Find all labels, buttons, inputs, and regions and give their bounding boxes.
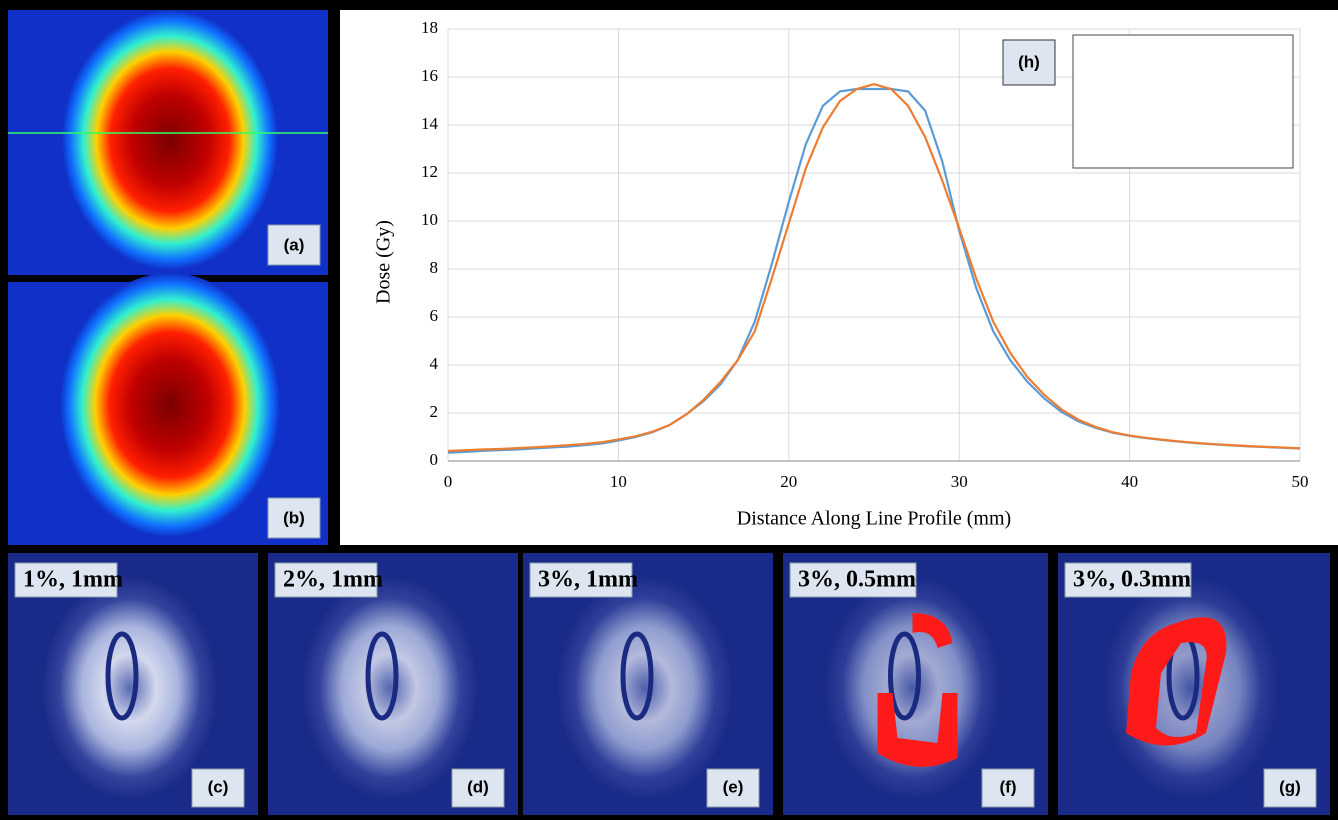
panel-label: (e) <box>723 777 744 796</box>
gamma-maps: 1%, 1mm (c) 2%, 1mm (d) 3%, 1mm (e) 3%, 0.5mm (… <box>8 553 1330 815</box>
gamma-core <box>365 631 399 721</box>
chart: 02468101214161801020304050Film DosePlan … <box>421 18 1309 491</box>
panel-label: (h) <box>1018 52 1040 71</box>
gamma-core <box>105 631 139 721</box>
y-tick-label: 6 <box>430 306 439 325</box>
panel-label: (d) <box>467 777 489 796</box>
panel-label: (c) <box>208 777 229 796</box>
label-box <box>267 224 321 266</box>
y-tick-label: 12 <box>421 162 438 181</box>
y-tick-label: 8 <box>430 258 439 277</box>
label-box <box>1064 562 1192 598</box>
criterion-label: 3%, 1mm <box>538 567 638 593</box>
criterion-label: 3%, 0.5mm <box>798 567 916 593</box>
y-tick-label: 0 <box>430 450 439 469</box>
y-tick-label: 16 <box>421 66 438 85</box>
dose-spot <box>60 273 280 537</box>
gamma-region <box>824 576 1001 800</box>
criterion-label: 2%, 1mm <box>283 567 383 593</box>
gamma-region <box>302 576 478 800</box>
label-box <box>706 768 760 808</box>
gamma-region <box>1103 576 1279 800</box>
y-tick-label: 14 <box>421 114 439 133</box>
data-line <box>447 83 1301 453</box>
panel-label: (g) <box>1279 777 1301 796</box>
label-box <box>451 768 505 808</box>
x-tick-label: 40 <box>1121 472 1138 491</box>
label-box <box>789 562 917 598</box>
label-box <box>14 562 118 598</box>
criterion-label: 1%, 1mm <box>23 567 123 593</box>
panel-label: (f) <box>1000 777 1017 796</box>
gamma-core <box>888 631 921 721</box>
label-box <box>191 768 245 808</box>
x-tick-label: 50 <box>1292 472 1309 491</box>
label-box <box>267 497 321 539</box>
y-tick-label: 4 <box>430 354 439 373</box>
gamma-fail <box>877 613 958 767</box>
dose-spot <box>62 10 278 270</box>
criterion-label: 3%, 0.3mm <box>1073 567 1191 593</box>
gamma-core <box>620 631 654 721</box>
label-box <box>529 562 633 598</box>
y-tick-label: 18 <box>421 18 438 37</box>
x-tick-label: 0 <box>444 472 453 491</box>
gamma-region <box>557 576 733 800</box>
x-tick-label: 30 <box>951 472 968 491</box>
x-tick-label: 20 <box>780 472 797 491</box>
panel-label: (a) <box>284 235 305 254</box>
gamma-fail <box>1126 617 1227 746</box>
label-box <box>981 768 1035 808</box>
y-tick-label: 2 <box>430 402 439 421</box>
legend <box>1072 34 1294 169</box>
x-tick-label: 10 <box>610 472 627 491</box>
label-box <box>1263 768 1317 808</box>
y-axis-label: Dose (Gy) <box>373 220 395 304</box>
label-box <box>1002 39 1056 86</box>
panel-label: (b) <box>283 508 305 527</box>
gamma-region <box>42 576 218 800</box>
x-axis-label: Distance Along Line Profile (mm) <box>737 508 1011 530</box>
y-tick-label: 10 <box>421 210 438 229</box>
label-box <box>274 562 378 598</box>
